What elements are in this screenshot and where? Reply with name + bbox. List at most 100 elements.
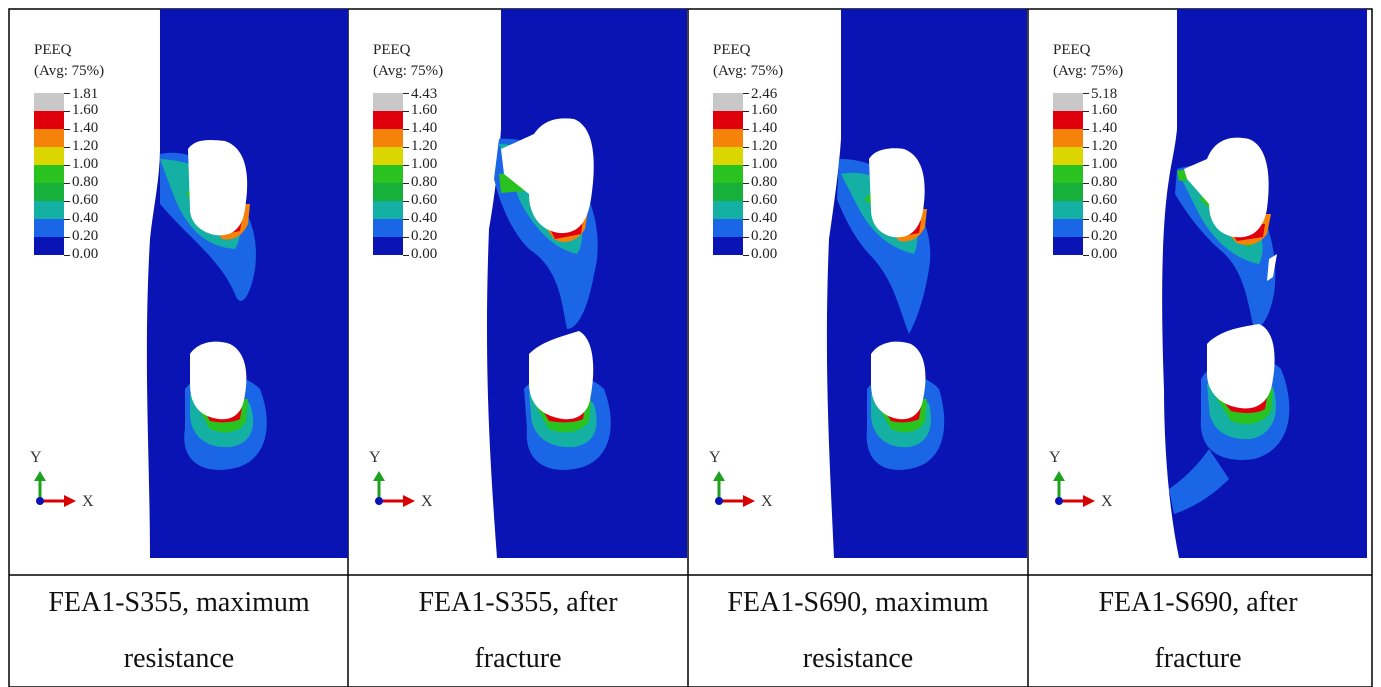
legend-tick-mark: [403, 147, 409, 148]
caption-line-2: resistance: [123, 643, 235, 674]
legend-tick-label: 1.60: [72, 102, 99, 118]
legend-tick-label: 1.60: [751, 102, 778, 118]
legend-swatch: [34, 219, 64, 237]
legend-swatch: [373, 147, 403, 165]
legend-tick-label: 0.40: [411, 210, 438, 226]
legend-averaging: (Avg: 75%): [34, 63, 105, 79]
fem-contour-plot: [1162, 9, 1367, 558]
legend-tick-label: 0.00: [751, 246, 778, 262]
legend-title: PEEQ: [713, 42, 751, 58]
axis-triad: Y X: [709, 449, 789, 519]
legend-tick-label: 0.60: [751, 192, 778, 208]
legend-max-value: 4.43: [411, 86, 438, 102]
legend-swatch: [373, 183, 403, 201]
legend-tick-mark: [1083, 129, 1089, 130]
x-axis-label: X: [82, 493, 94, 510]
caption-line-2: fracture: [1154, 643, 1242, 674]
legend-tick-label: 0.20: [72, 228, 99, 244]
legend-tick-label: 1.60: [1091, 102, 1118, 118]
legend-max-value: 2.46: [751, 86, 778, 102]
legend-tick-label: 0.00: [1091, 246, 1118, 262]
legend-swatch: [1053, 165, 1083, 183]
axis-triad: Y X: [369, 449, 449, 519]
axis-arrows-icon: [1053, 471, 1095, 507]
legend-tick-mark: [64, 111, 70, 112]
contour-panel-4: PEEQ (Avg: 75%) 5.18 1.60 1.40 1.20 1.00 0.8…: [1029, 9, 1367, 575]
axis-arrows-icon: [34, 471, 76, 507]
fem-contour-plot: [146, 9, 348, 558]
legend-swatch: [373, 111, 403, 129]
legend-tick-label: 1.40: [411, 120, 438, 136]
caption-line-2: resistance: [802, 643, 914, 674]
axis-arrows-icon: [373, 471, 415, 507]
contour-panel-3: PEEQ (Avg: 75%) 2.46 1.60 1.40 1.20 1.00 0.8…: [689, 9, 1027, 575]
legend-tick-mark: [64, 255, 70, 256]
legend-swatch: [713, 111, 743, 129]
x-axis-label: X: [761, 493, 773, 510]
legend-title: PEEQ: [373, 42, 411, 58]
legend-swatch: [1053, 93, 1083, 111]
legend-tick-label: 1.40: [1091, 120, 1118, 136]
legend-tick-mark: [1083, 255, 1089, 256]
legend-swatch: [1053, 147, 1083, 165]
caption-line-1: FEA1-S355, maximum: [48, 587, 310, 618]
legend-tick-mark: [403, 93, 409, 94]
legend-swatch: [1053, 183, 1083, 201]
fem-contour-plot: [486, 9, 687, 558]
legend-swatch: [713, 201, 743, 219]
legend-tick-mark: [403, 237, 409, 238]
legend-tick-label: 0.40: [751, 210, 778, 226]
caption-3: FEA1-S690, maximum resistance: [689, 575, 1027, 687]
legend-swatch: [713, 237, 743, 255]
caption-1: FEA1-S355, maximum resistance: [10, 575, 348, 687]
legend: PEEQ (Avg: 75%) 5.18 1.60 1.40 1.20 1.00 0.8…: [1053, 41, 1173, 281]
legend-tick-label: 0.20: [411, 228, 438, 244]
legend-tick-mark: [64, 165, 70, 166]
legend-swatch: [373, 93, 403, 111]
legend-swatch: [1053, 129, 1083, 147]
legend-color-bar: [34, 93, 64, 255]
legend-tick-label: 0.80: [1091, 174, 1118, 190]
legend-tick-label: 1.20: [72, 138, 99, 154]
legend-color-bar: [373, 93, 403, 255]
legend: PEEQ (Avg: 75%) 2.46 1.60 1.40 1.20 1.00 0.8…: [713, 41, 833, 281]
legend-swatch: [713, 93, 743, 111]
legend-tick-mark: [64, 219, 70, 220]
legend-tick-label: 0.60: [411, 192, 438, 208]
legend: PEEQ (Avg: 75%) 4.43 1.60 1.40 1.20 1.00 0.8…: [373, 41, 493, 281]
legend-swatch: [34, 201, 64, 219]
legend-tick-mark: [743, 147, 749, 148]
legend-tick-label: 1.00: [751, 156, 778, 172]
legend-tick-label: 0.60: [1091, 192, 1118, 208]
legend-tick-mark: [403, 201, 409, 202]
caption-2: FEA1-S355, after fracture: [349, 575, 687, 687]
legend-tick-mark: [64, 201, 70, 202]
fem-contour-plot: [826, 9, 1027, 558]
legend-tick-mark: [64, 183, 70, 184]
y-axis-label: Y: [369, 449, 381, 466]
legend-swatch: [373, 129, 403, 147]
legend-max-value: 1.81: [72, 86, 99, 102]
legend-tick-label: 1.00: [411, 156, 438, 172]
legend-tick-mark: [743, 219, 749, 220]
legend-tick-mark: [403, 219, 409, 220]
legend-tick-mark: [1083, 165, 1089, 166]
legend-tick-label: 1.40: [72, 120, 99, 136]
legend-tick-mark: [743, 255, 749, 256]
legend-tick-label: 0.00: [72, 246, 99, 262]
caption-4: FEA1-S690, after fracture: [1029, 575, 1367, 687]
legend-tick-mark: [403, 129, 409, 130]
legend-tick-label: 0.00: [411, 246, 438, 262]
axis-arrows-icon: [713, 471, 755, 507]
legend-tick-label: 0.40: [1091, 210, 1118, 226]
legend-swatch: [1053, 219, 1083, 237]
axis-triad: Y X: [1049, 449, 1129, 519]
legend-swatch: [1053, 201, 1083, 219]
legend-tick-mark: [403, 183, 409, 184]
legend-tick-mark: [403, 111, 409, 112]
legend-tick-label: 0.60: [72, 192, 99, 208]
legend-swatch: [373, 201, 403, 219]
legend-swatch: [34, 147, 64, 165]
y-axis-label: Y: [709, 449, 721, 466]
